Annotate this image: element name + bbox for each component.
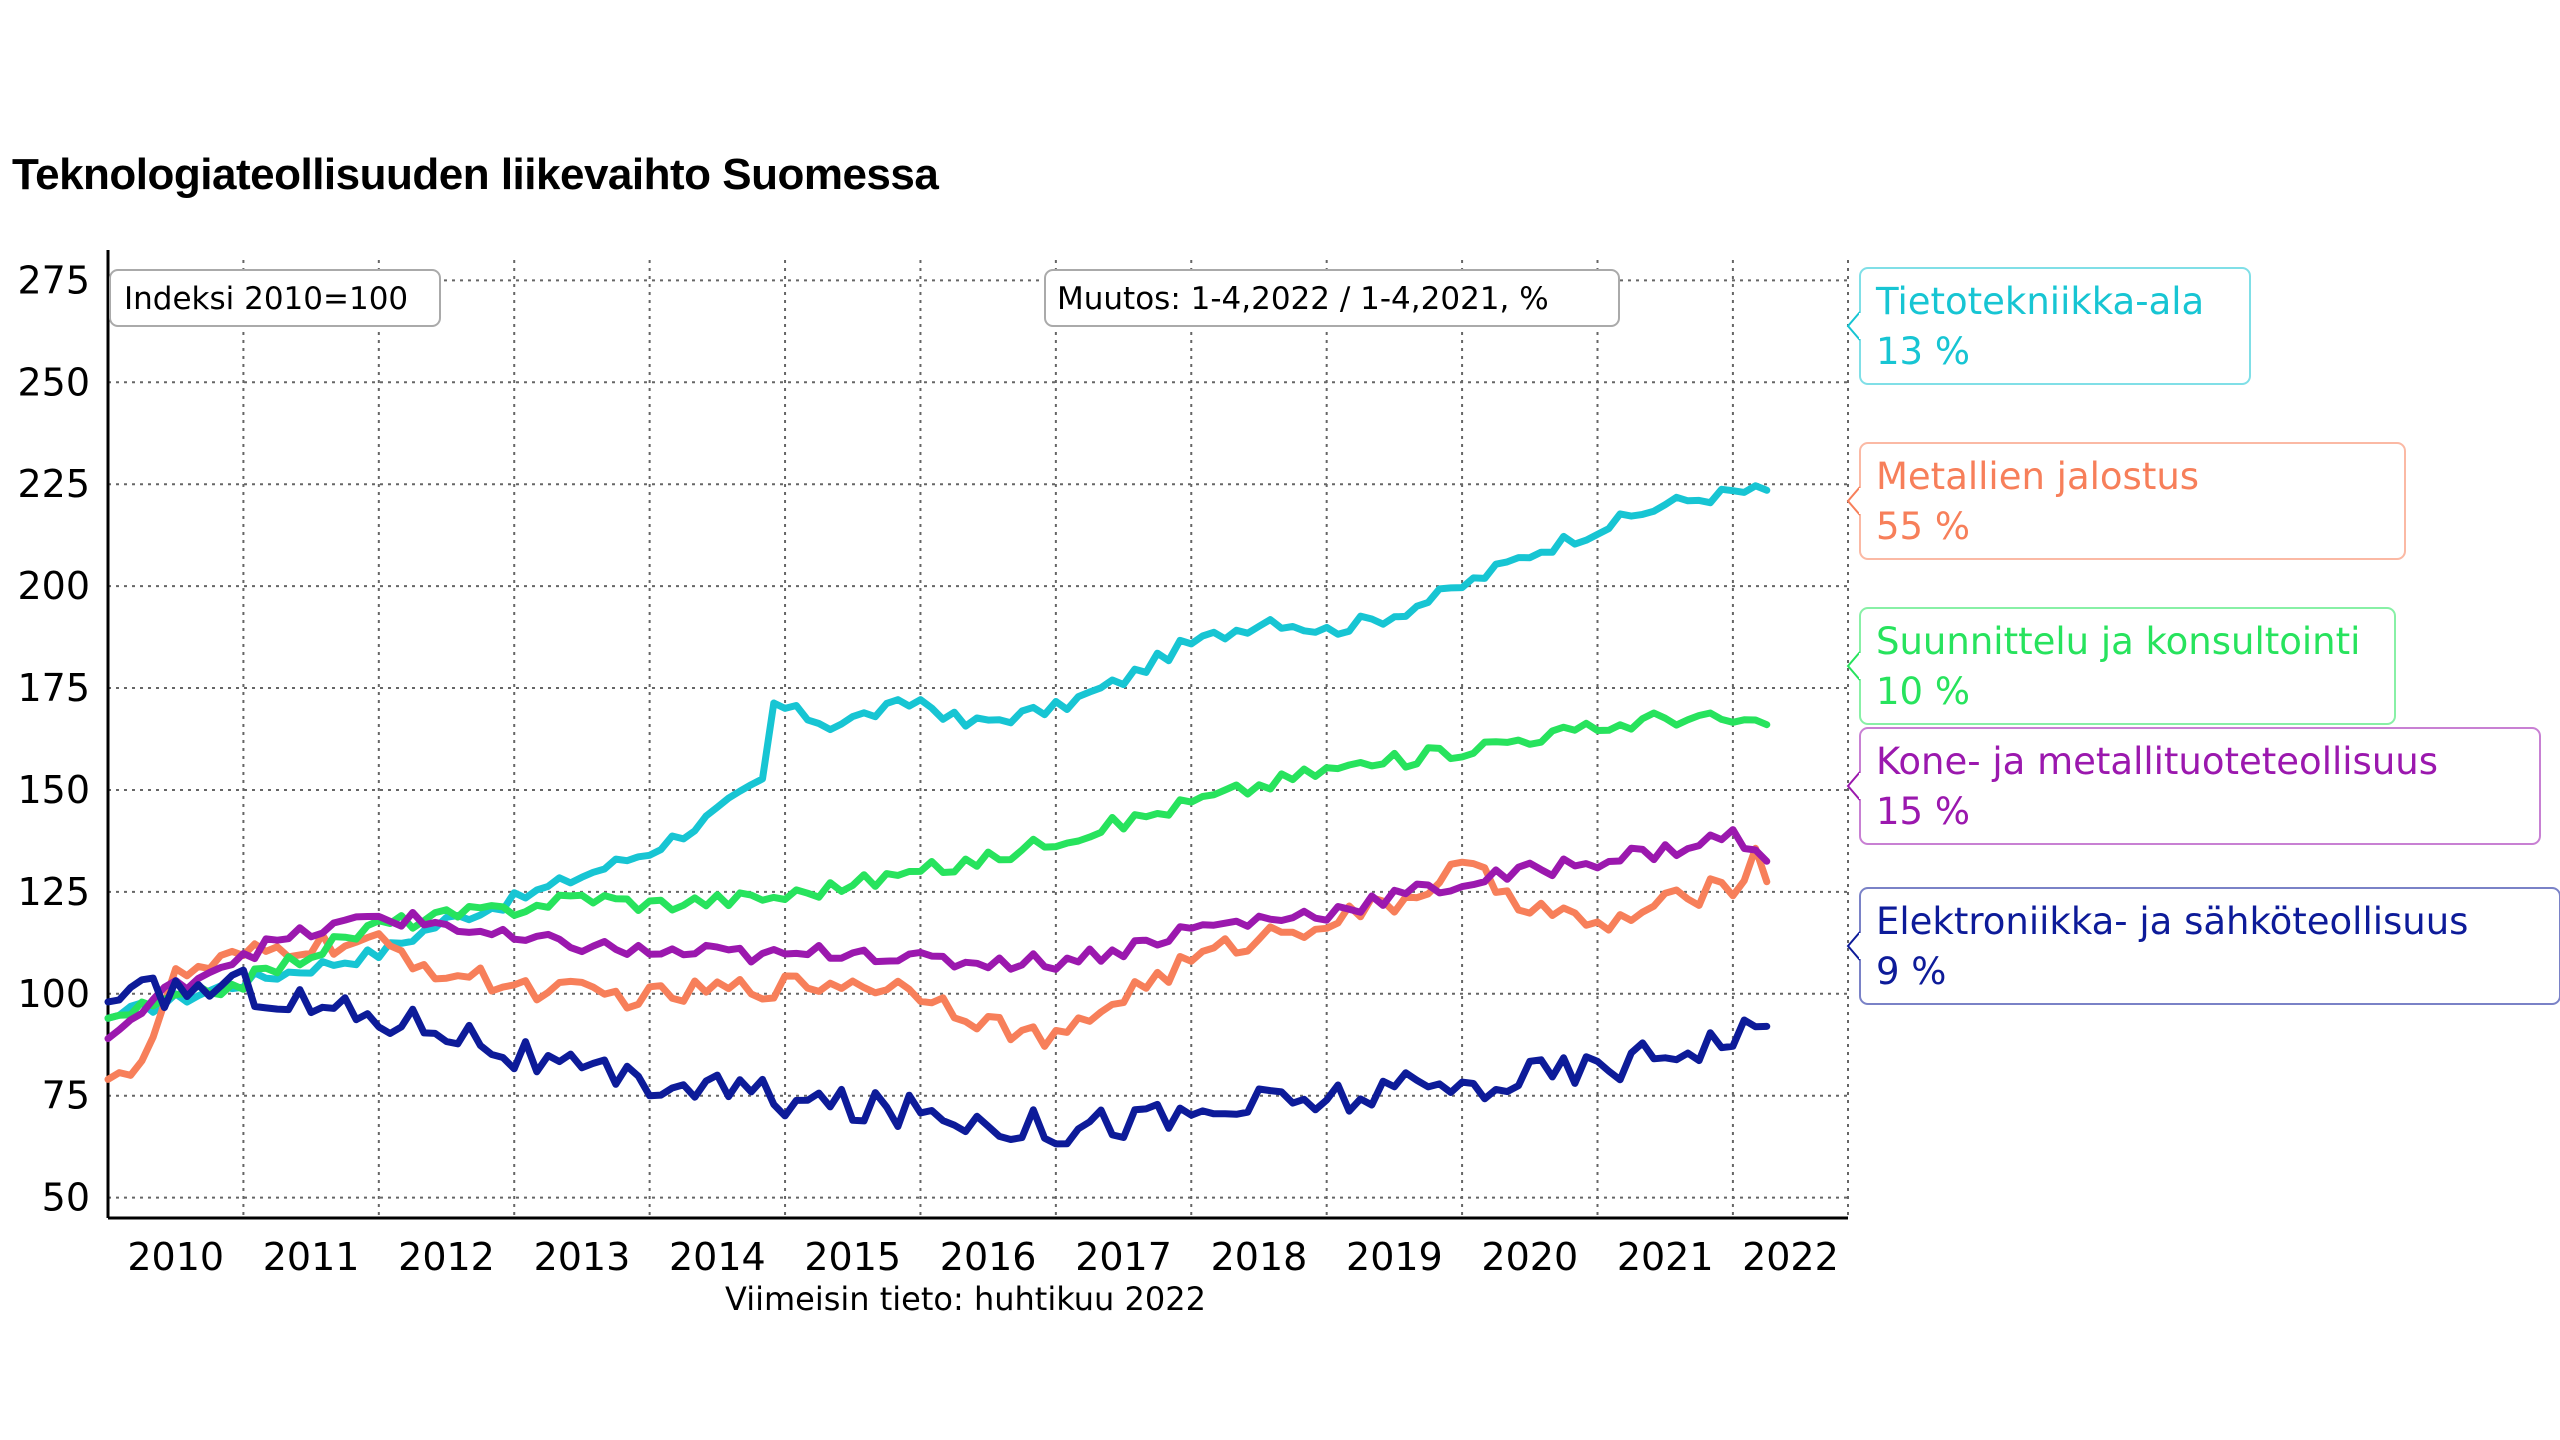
legend-series-name: Kone- ja metallituoteteollisuus <box>1876 740 2438 783</box>
legend-pointer <box>1846 486 1861 516</box>
legend-series-name: Metallien jalostus <box>1876 455 2199 498</box>
y-tick-label: 250 <box>17 360 90 404</box>
series-lines <box>104 482 1771 1148</box>
legend-series-change: 13 % <box>1876 330 1970 373</box>
x-tick-label: 2016 <box>940 1235 1037 1279</box>
x-tick-label: 2011 <box>263 1235 360 1279</box>
legend-series-change: 15 % <box>1876 790 1970 833</box>
y-tick-label: 75 <box>42 1074 90 1118</box>
footnote: Viimeisin tieto: huhtikuu 2022 <box>725 1280 1206 1318</box>
x-tick-label: 2018 <box>1211 1235 1308 1279</box>
tick-labels: 50 75 100 125 150 175 200 225 250 275 2010 2011 2012… <box>17 258 1838 1279</box>
legend-pointer-gap <box>1859 313 1863 339</box>
x-tick-label: 2019 <box>1346 1235 1443 1279</box>
legend-series-name: Elektroniikka- ja sähköteollisuus <box>1876 900 2468 943</box>
legend-item: Tietotekniikka-ala 13 % <box>1846 267 2251 385</box>
legend-series-name: Suunnittelu ja konsultointi <box>1876 620 2360 663</box>
y-tick-label: 225 <box>17 462 90 506</box>
legend-item: Kone- ja metallituoteteollisuus 15 % <box>1846 727 2541 845</box>
x-tick-label: 2021 <box>1617 1235 1714 1279</box>
legend-pointer <box>1846 651 1861 681</box>
legend-series-change: 10 % <box>1876 670 1970 713</box>
x-tick-label: 2017 <box>1075 1235 1172 1279</box>
x-tick-label: 2013 <box>534 1235 631 1279</box>
series-line <box>104 826 1771 1043</box>
y-tick-label: 50 <box>42 1176 90 1220</box>
legend-pointer-gap <box>1859 488 1863 514</box>
x-tick-label: 2010 <box>127 1235 224 1279</box>
y-tick-label: 275 <box>17 258 90 302</box>
legend-pointer <box>1846 771 1861 801</box>
y-tick-label: 150 <box>17 768 90 812</box>
change-label-box: Muutos: 1-4,2022 / 1-4,2021, % <box>1044 269 1620 327</box>
grid-lines <box>108 260 1849 1218</box>
x-tick-label: 2015 <box>804 1235 901 1279</box>
y-tick-label: 175 <box>17 666 90 710</box>
legend-series-name: Tietotekniikka-ala <box>1875 280 2204 323</box>
x-tick-label: 2014 <box>669 1235 766 1279</box>
y-tick-label: 125 <box>17 870 90 914</box>
change-label: Muutos: 1-4,2022 / 1-4,2021, % <box>1057 281 1549 317</box>
index-label: Indeksi 2010=100 <box>124 281 408 317</box>
legend-item: Suunnittelu ja konsultointi 10 % <box>1846 607 2396 725</box>
x-tick-label: 2012 <box>398 1235 495 1279</box>
series-line <box>104 966 1771 1148</box>
axes <box>106 250 1848 1220</box>
chart-title: Teknologiateollisuuden liikevaihto Suome… <box>12 150 939 199</box>
series-line <box>104 482 1771 1022</box>
legend-item: Metallien jalostus 55 % <box>1846 442 2406 560</box>
y-tick-label: 100 <box>17 972 90 1016</box>
index-label-box: Indeksi 2010=100 <box>109 269 441 327</box>
legend-pointer-gap <box>1859 773 1863 799</box>
legend-pointer <box>1846 311 1861 341</box>
y-tick-label: 200 <box>17 564 90 608</box>
x-tick-label: 2022 <box>1742 1235 1839 1279</box>
legend-pointer <box>1846 931 1861 961</box>
legend-item: Elektroniikka- ja sähköteollisuus 9 % <box>1846 887 2560 1005</box>
legend-series-change: 55 % <box>1876 505 1970 548</box>
legend: Tietotekniikka-ala 13 % Metallien jalostus… <box>1846 267 2560 1005</box>
legend-series-change: 9 % <box>1876 950 1946 993</box>
legend-pointer-gap <box>1859 933 1863 959</box>
legend-pointer-gap <box>1859 653 1863 679</box>
x-tick-label: 2020 <box>1481 1235 1578 1279</box>
